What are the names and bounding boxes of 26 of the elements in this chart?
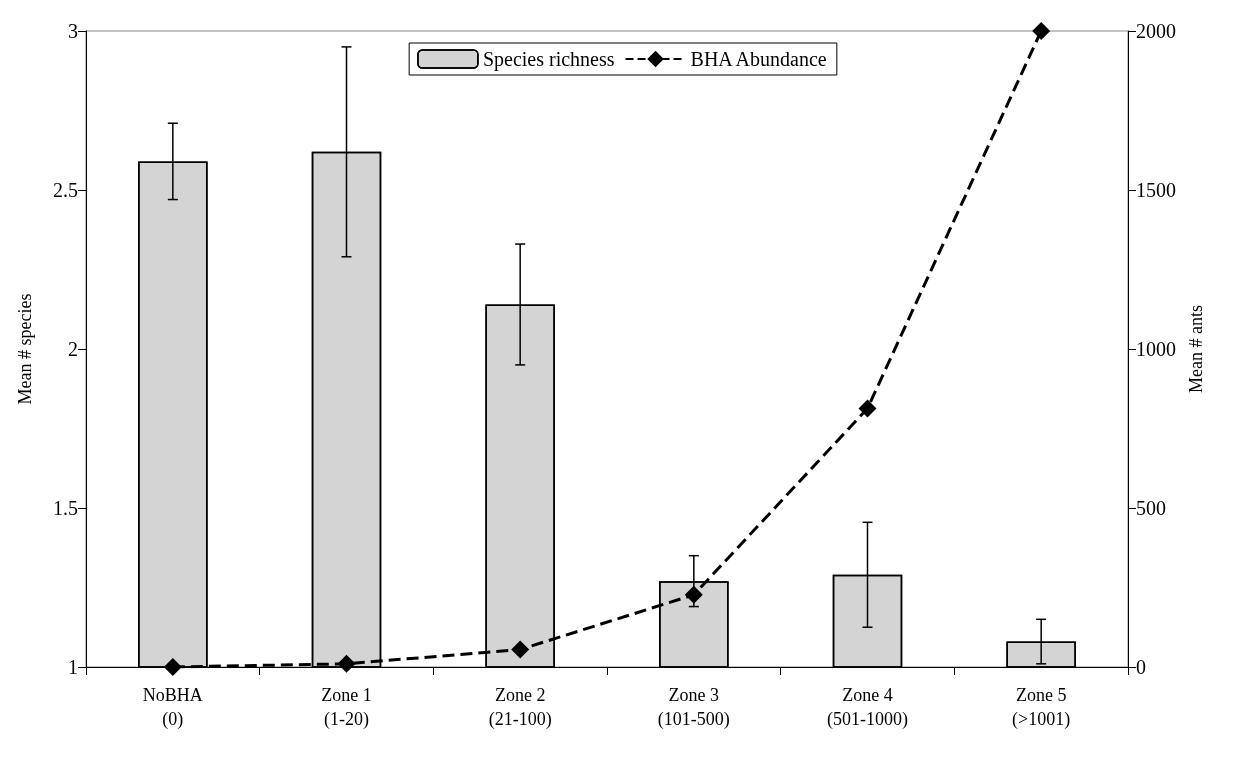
y-axis-title: Mean # species [15, 293, 35, 405]
y2-tick-label: 2000 [1136, 20, 1176, 42]
y2-tick-label: 500 [1136, 497, 1166, 519]
point [337, 654, 356, 673]
x-tick-label: NoBHA (0) [142, 685, 203, 730]
x-tick-label: Zone 2 (21-100) [488, 685, 552, 730]
legend-label: BHA Abundance [690, 48, 827, 70]
y-tick-label: 1.5 [53, 497, 78, 519]
y-tick-label: 3 [68, 20, 78, 42]
x-tick-label: Zone 4 (501-1000) [827, 685, 908, 730]
point [163, 658, 182, 676]
y2-tick-label: 1000 [1136, 338, 1176, 360]
y2-axis-title: Mean # ants [1185, 305, 1206, 393]
point [511, 640, 530, 659]
x-tick-label: Zone 5 (>1001) [1012, 685, 1071, 730]
y-tick-label: 2 [68, 338, 78, 360]
x-tick-label: Zone 3 (101-500) [657, 685, 730, 730]
y2-tick-label: 0 [1136, 656, 1146, 678]
point [1032, 22, 1051, 40]
y-tick-label: 1 [68, 656, 78, 678]
y2-tick-label: 1500 [1136, 179, 1176, 201]
point [858, 399, 877, 418]
x-tick-label: Zone 1 (1-20) [321, 685, 372, 730]
point [684, 585, 703, 604]
y-tick-label: 2.5 [53, 179, 78, 201]
legend-label: Species richness [482, 48, 615, 71]
